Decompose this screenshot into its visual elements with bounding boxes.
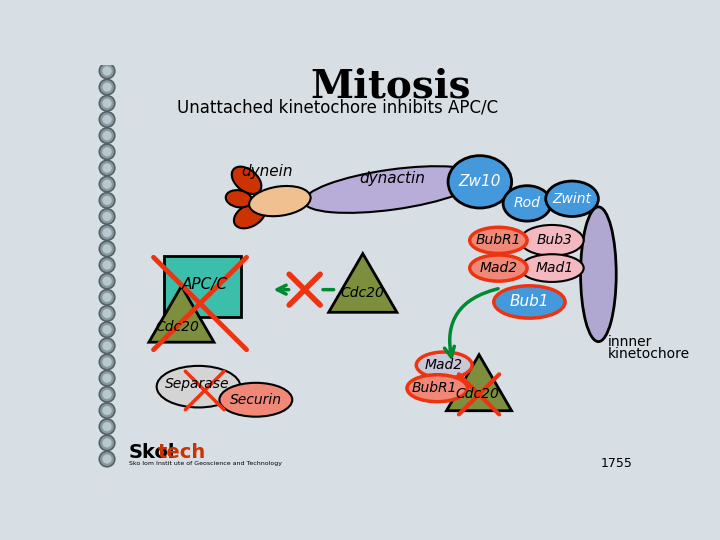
Text: Sko lom Instit ute of Geoscience and Technology: Sko lom Instit ute of Geoscience and Tec… [129, 461, 282, 466]
Circle shape [102, 179, 112, 189]
Circle shape [99, 177, 114, 192]
Circle shape [102, 438, 112, 448]
Circle shape [99, 209, 114, 224]
Text: dynein: dynein [241, 164, 292, 179]
Circle shape [102, 390, 112, 399]
Circle shape [102, 374, 112, 383]
Ellipse shape [304, 166, 480, 213]
Circle shape [99, 144, 114, 159]
Circle shape [99, 370, 114, 386]
Circle shape [99, 419, 114, 434]
Text: Cdc20: Cdc20 [456, 387, 500, 401]
Circle shape [102, 276, 112, 286]
Polygon shape [446, 355, 512, 411]
Circle shape [102, 66, 112, 76]
Text: Skol: Skol [129, 443, 175, 462]
Text: kinetochore: kinetochore [608, 347, 690, 361]
Ellipse shape [220, 383, 292, 417]
Circle shape [102, 164, 112, 173]
Circle shape [102, 293, 112, 302]
Text: Cdc20: Cdc20 [341, 286, 384, 300]
Circle shape [102, 244, 112, 253]
Circle shape [99, 289, 114, 305]
Ellipse shape [226, 190, 252, 207]
Circle shape [102, 341, 112, 350]
Circle shape [102, 195, 112, 205]
Circle shape [99, 435, 114, 450]
Ellipse shape [416, 352, 472, 378]
Circle shape [102, 99, 112, 108]
Circle shape [102, 83, 112, 92]
Text: Bub1: Bub1 [510, 294, 549, 309]
Circle shape [99, 257, 114, 273]
Text: dynactin: dynactin [359, 171, 426, 186]
Circle shape [99, 338, 114, 354]
Circle shape [102, 325, 112, 334]
Circle shape [99, 193, 114, 208]
Circle shape [99, 241, 114, 256]
Text: Zw10: Zw10 [459, 174, 501, 190]
Text: APC/C: APC/C [181, 276, 228, 292]
Text: Mad2: Mad2 [425, 358, 463, 372]
Polygon shape [329, 254, 397, 312]
Circle shape [99, 354, 114, 370]
Circle shape [99, 306, 114, 321]
Circle shape [102, 422, 112, 431]
Ellipse shape [232, 167, 261, 194]
Ellipse shape [249, 186, 310, 216]
Circle shape [99, 273, 114, 289]
Circle shape [99, 160, 114, 176]
Circle shape [102, 455, 112, 464]
Polygon shape [149, 286, 214, 342]
Circle shape [99, 96, 114, 111]
Circle shape [102, 260, 112, 269]
Ellipse shape [520, 225, 584, 256]
Circle shape [102, 115, 112, 124]
Circle shape [102, 357, 112, 367]
Text: BubR1: BubR1 [476, 233, 521, 247]
Text: BubR1: BubR1 [412, 381, 458, 395]
Ellipse shape [520, 254, 584, 282]
Circle shape [99, 387, 114, 402]
Circle shape [99, 63, 114, 79]
Circle shape [102, 147, 112, 157]
Circle shape [102, 406, 112, 415]
FancyBboxPatch shape [163, 256, 241, 318]
Text: Mad2: Mad2 [480, 261, 518, 275]
Ellipse shape [407, 375, 467, 402]
Ellipse shape [448, 156, 512, 208]
Text: tech: tech [158, 443, 207, 462]
Circle shape [99, 225, 114, 240]
Text: 1755: 1755 [601, 457, 633, 470]
Circle shape [99, 128, 114, 143]
Text: Mad1: Mad1 [536, 261, 574, 275]
Circle shape [102, 131, 112, 140]
Text: Separase: Separase [165, 376, 229, 390]
Circle shape [102, 309, 112, 318]
Circle shape [99, 403, 114, 418]
Text: Securin: Securin [230, 393, 282, 407]
Circle shape [99, 322, 114, 338]
Ellipse shape [494, 286, 565, 318]
Ellipse shape [469, 227, 527, 253]
Circle shape [99, 112, 114, 127]
Circle shape [102, 212, 112, 221]
Circle shape [102, 228, 112, 237]
Ellipse shape [503, 186, 551, 221]
Circle shape [99, 79, 114, 95]
Text: Mitosis: Mitosis [310, 68, 471, 105]
Text: Zwint: Zwint [552, 192, 592, 206]
Ellipse shape [469, 255, 527, 281]
Ellipse shape [580, 207, 616, 342]
Text: Bub3: Bub3 [537, 233, 573, 247]
Ellipse shape [157, 366, 240, 408]
Text: Unattached kinetochore inhibits APC/C: Unattached kinetochore inhibits APC/C [177, 99, 498, 117]
Circle shape [99, 451, 114, 467]
FancyArrowPatch shape [444, 289, 498, 357]
Text: Rod: Rod [513, 197, 541, 211]
Ellipse shape [234, 203, 266, 228]
Ellipse shape [546, 181, 598, 217]
Text: Cdc20: Cdc20 [156, 320, 199, 334]
Text: innner: innner [608, 335, 652, 349]
